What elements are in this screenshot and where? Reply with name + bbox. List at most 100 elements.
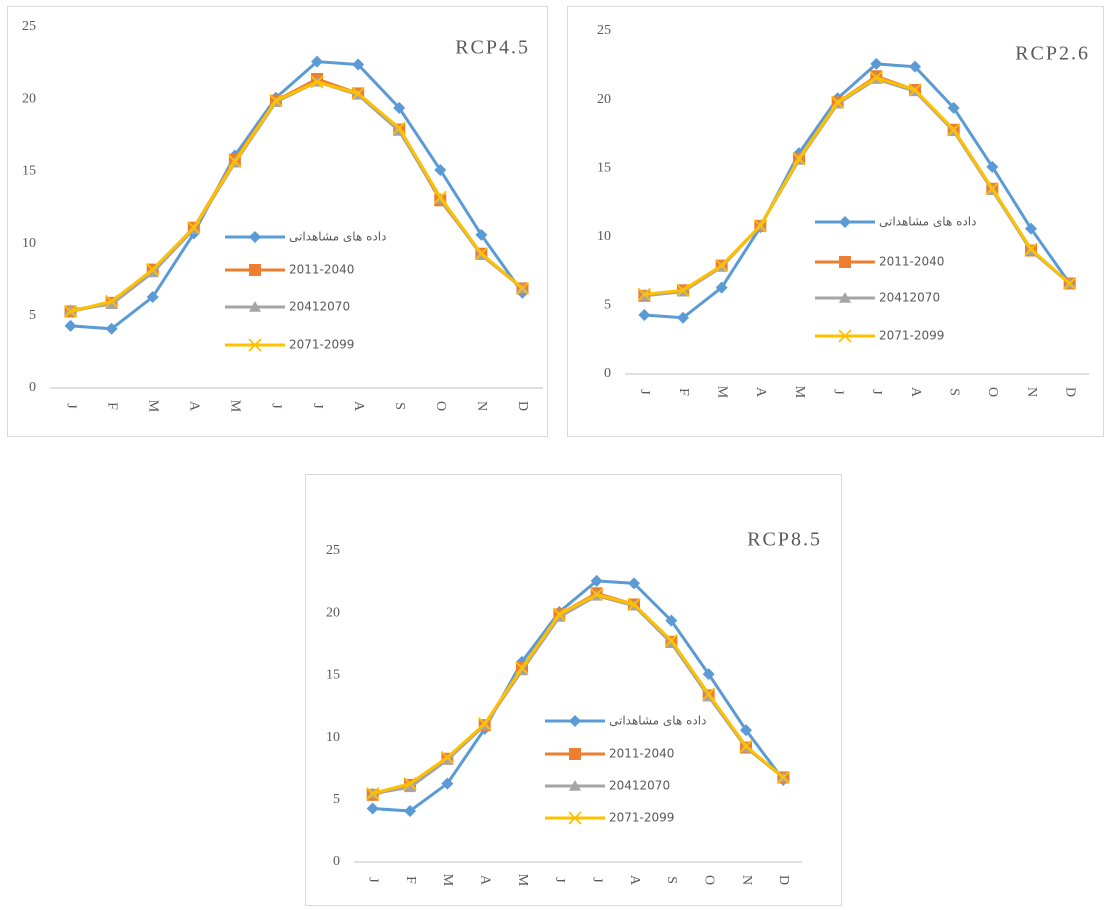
x-tick-label: A [908,387,923,398]
point-marker [146,291,159,304]
legend-label: 2011-2040 [879,255,944,269]
point-marker [739,739,753,753]
point-marker [403,776,417,791]
point-marker [478,717,492,731]
y-tick-label: 25 [597,23,611,38]
point-marker [869,71,883,85]
point-marker [310,75,324,89]
point-marker [665,614,678,627]
x-tick-label: J [589,877,604,883]
y-tick-label: 5 [604,298,611,313]
point-marker [228,154,242,168]
point-marker [628,577,640,590]
chart-rcp26: 0 5 10 15 20 25 J F M A M J J A S O N D RCP2.6 داده های مشا… [567,6,1104,437]
y-tick-label: 10 [326,730,340,745]
y-tick-label: 20 [326,605,340,620]
series-line [372,592,785,796]
point-marker [515,281,530,296]
x-tick-label: J [830,389,845,395]
point-marker [404,804,416,817]
y-tick-label: 25 [22,19,36,34]
point-marker [664,633,678,648]
point-marker [146,262,160,277]
x-tick-label: N [739,875,754,885]
point-marker [870,57,883,70]
x-tick-label: A [477,875,492,886]
x-tick-label: M [145,400,160,413]
x-tick-label: O [701,875,716,885]
point-marker [366,802,379,815]
x-tick-label: M [228,400,243,413]
point-marker [63,304,78,319]
point-marker [627,597,641,612]
point-marker [1024,242,1038,256]
point-marker [676,283,690,297]
point-marker [590,574,603,587]
point-marker [393,101,406,114]
legend-label: 2071-2099 [879,329,944,343]
chart-frame [567,6,1104,437]
point-marker [1063,276,1077,291]
series-line [372,579,785,813]
x-tick-label: A [627,875,642,886]
point-marker [434,163,447,176]
x-tick-label: F [403,876,418,884]
legend-marker [569,780,581,791]
point-marker [441,753,454,765]
legend-label: 2071-2099 [289,338,354,352]
point-marker [947,101,960,114]
chart-title: RCP8.5 [747,529,822,551]
legend-label: 2071-2099 [609,811,674,825]
series-line [70,80,524,313]
legend-marker [839,292,851,303]
point-marker [269,94,283,108]
point-marker [351,86,365,101]
series-line [70,60,524,331]
point-marker [433,190,447,205]
x-tick-label: D [1062,387,1077,397]
point-marker [515,661,529,675]
chart-rcp85: 0 5 10 15 20 25 J F M A M J J A S O N D RCP8.5 داده های مشا… [305,474,842,906]
y-tick-label: 10 [597,229,611,244]
point-marker [637,287,651,302]
point-marker [441,777,454,790]
point-marker [909,60,921,73]
x-tick-label: M [792,386,807,399]
x-tick-label: O [433,401,448,411]
point-marker [715,281,728,294]
point-marker [792,151,806,166]
legend-marker [839,216,851,228]
x-tick-label: M [515,874,530,887]
point-marker [187,221,201,235]
legend-marker [839,256,851,268]
x-tick-label: J [310,403,325,409]
point-marker [702,668,715,681]
point-marker [590,587,604,602]
point-marker [404,781,416,793]
point-marker [64,319,77,332]
legend-label: داده های مشاهداتی [609,714,706,728]
x-tick-label: S [392,402,407,410]
point-marker [908,83,922,97]
point-marker [104,294,119,308]
x-tick-label: A [753,387,768,398]
y-tick-label: 20 [22,91,36,106]
point-marker [105,322,118,335]
x-tick-label: F [676,388,691,396]
y-tick-label: 20 [597,92,611,107]
legend-marker [249,264,261,276]
y-tick-label: 0 [604,366,611,381]
point-marker [776,770,790,785]
y-tick-label: 0 [333,854,340,869]
x-tick-label: J [269,403,284,409]
legend-marker [249,231,261,243]
y-tick-label: 15 [326,668,340,683]
x-tick-label: S [664,876,679,884]
y-tick-label: 5 [29,308,36,323]
legend-label: 20412070 [609,779,670,793]
legend-label: داده های مشاهداتی [289,230,386,244]
point-marker [985,182,999,196]
x-tick-label: A [351,401,366,412]
point-marker [352,58,365,71]
